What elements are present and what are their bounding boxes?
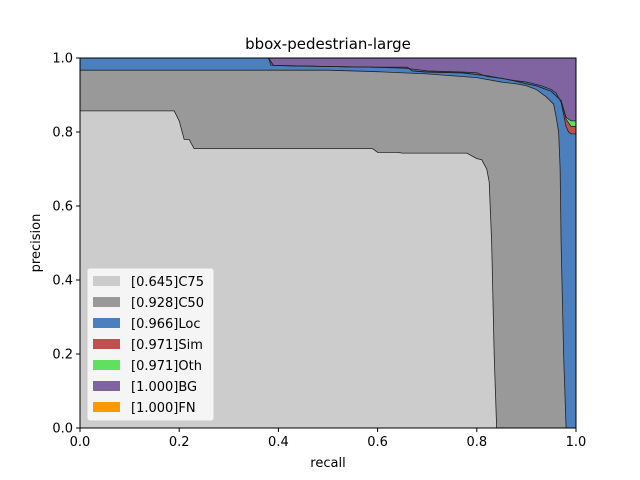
x-tick-label: 1.0 xyxy=(566,435,587,450)
y-tick-label: 0.4 xyxy=(52,274,73,289)
legend-label-bg: [1.000]BG xyxy=(131,380,197,395)
y-tick-label: 0.0 xyxy=(52,422,73,437)
legend-swatch-c50 xyxy=(93,297,120,307)
legend-swatch-fn xyxy=(93,402,120,412)
edge-c75 xyxy=(80,110,498,429)
plot-frame xyxy=(79,57,577,429)
chart-title: bbox-pedestrian-large xyxy=(245,35,411,53)
legend-swatch-c75 xyxy=(93,276,120,286)
y-tick-label: 0.2 xyxy=(52,348,73,363)
x-tick-label: 0.2 xyxy=(169,435,190,450)
y-tick-label: 0.8 xyxy=(52,126,73,141)
y-tick-label: 1.0 xyxy=(52,52,73,67)
x-axis-ticks: 0.0 0.2 0.4 0.6 0.8 1.0 xyxy=(70,428,587,450)
legend-swatch-loc xyxy=(93,318,120,328)
legend-swatch-sim xyxy=(93,339,120,349)
legend-label-c75: [0.645]C75 xyxy=(131,275,204,290)
legend-label-loc: [0.966]Loc xyxy=(131,317,200,332)
legend-label-c50: [0.928]C50 xyxy=(131,296,204,311)
legend-label-fn: [1.000]FN xyxy=(131,401,196,416)
legend-label-sim: [0.971]Sim xyxy=(131,338,203,353)
legend-swatch-bg xyxy=(93,381,120,391)
y-axis-ticks: 0.0 0.2 0.4 0.6 0.8 1.0 xyxy=(52,52,80,437)
edge-c50 xyxy=(80,69,567,429)
x-axis-title: recall xyxy=(310,456,345,471)
y-axis-title: precision xyxy=(29,214,44,273)
x-tick-label: 0.6 xyxy=(367,435,388,450)
legend-label-oth: [0.971]Oth xyxy=(131,359,202,374)
legend: [0.645]C75 [0.928]C50 [0.966]Loc [0.971]Sim… xyxy=(86,267,215,422)
y-tick-label: 0.6 xyxy=(52,200,73,215)
edge-oth xyxy=(80,57,577,428)
legend-swatch-oth xyxy=(93,360,120,370)
x-tick-label: 0.8 xyxy=(466,435,487,450)
x-tick-label: 0.4 xyxy=(268,435,289,450)
x-tick-label: 0.0 xyxy=(70,435,91,450)
